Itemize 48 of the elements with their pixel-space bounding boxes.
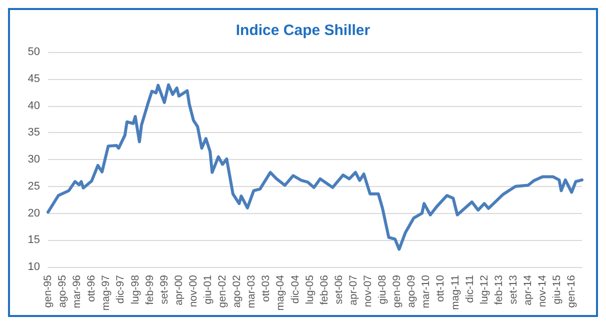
x-tick-label: feb-06	[318, 274, 330, 305]
y-tick-label: 45	[28, 72, 40, 85]
x-tick-label: gen-09	[391, 274, 404, 308]
x-tick-label: dic-11	[464, 274, 476, 303]
x-tick-label: mar-96	[71, 274, 84, 308]
y-tick-label: 30	[28, 154, 40, 166]
x-tick-label: ago-95	[56, 274, 69, 308]
x-tick-label: mag-97	[100, 274, 112, 311]
x-tick-label: lug-12	[478, 274, 490, 304]
x-tick-label: apr-00	[172, 274, 185, 306]
x-tick-label: ott-03	[260, 274, 272, 302]
y-tick-label: 50	[28, 46, 40, 58]
x-tick-label: lug-05	[304, 274, 316, 304]
y-tick-label: 20	[28, 207, 40, 220]
x-tick-label: ago-02	[231, 274, 244, 308]
x-tick-label: mag-04	[274, 274, 287, 311]
x-tick-label: nov-07	[362, 274, 374, 308]
x-tick-label: giu-01	[202, 274, 214, 304]
x-tick-label: ott-10	[434, 274, 447, 302]
x-tick-label: feb-99	[144, 274, 156, 305]
y-tick-label: 15	[28, 234, 40, 246]
x-tick-label: gen-02	[216, 274, 229, 308]
x-tick-label: mar-10	[420, 274, 432, 308]
x-tick-label: mag-11	[449, 274, 462, 310]
x-tick-label: set-06	[332, 274, 345, 304]
x-tick-label: apr-07	[347, 274, 360, 306]
line-series	[46, 83, 584, 251]
x-tick-label: ago-09	[406, 274, 418, 308]
y-tick-label: 40	[28, 100, 40, 112]
x-tick-label: mar-03	[246, 274, 258, 308]
x-tick-label: gen-16	[566, 274, 578, 308]
x-tick-label: feb-13	[492, 274, 505, 305]
y-tick-label: 25	[28, 180, 40, 192]
x-tick-label: dic-04	[289, 274, 302, 304]
y-tick-label: 10	[28, 261, 40, 273]
x-tick-label: set-13	[507, 274, 520, 304]
x-tick-label: giu-08	[376, 274, 389, 304]
x-tick-label: dic-97	[114, 274, 127, 304]
x-tick-label: ott-96	[86, 274, 98, 302]
x-tick-label: set-99	[158, 274, 170, 304]
x-tick-label: gen-95	[42, 274, 54, 308]
x-tick-label: nov-00	[187, 274, 200, 308]
x-tick-label: apr-14	[522, 274, 534, 306]
x-tick-label: nov-14	[536, 274, 549, 308]
y-tick-label: 35	[28, 126, 40, 139]
x-tick-label: lug-98	[129, 274, 142, 304]
chart-title: Indice Cape Shiller	[236, 22, 370, 39]
x-tick-label: giu-15	[551, 274, 564, 304]
